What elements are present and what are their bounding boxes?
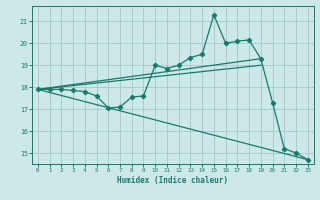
X-axis label: Humidex (Indice chaleur): Humidex (Indice chaleur) [117,176,228,185]
